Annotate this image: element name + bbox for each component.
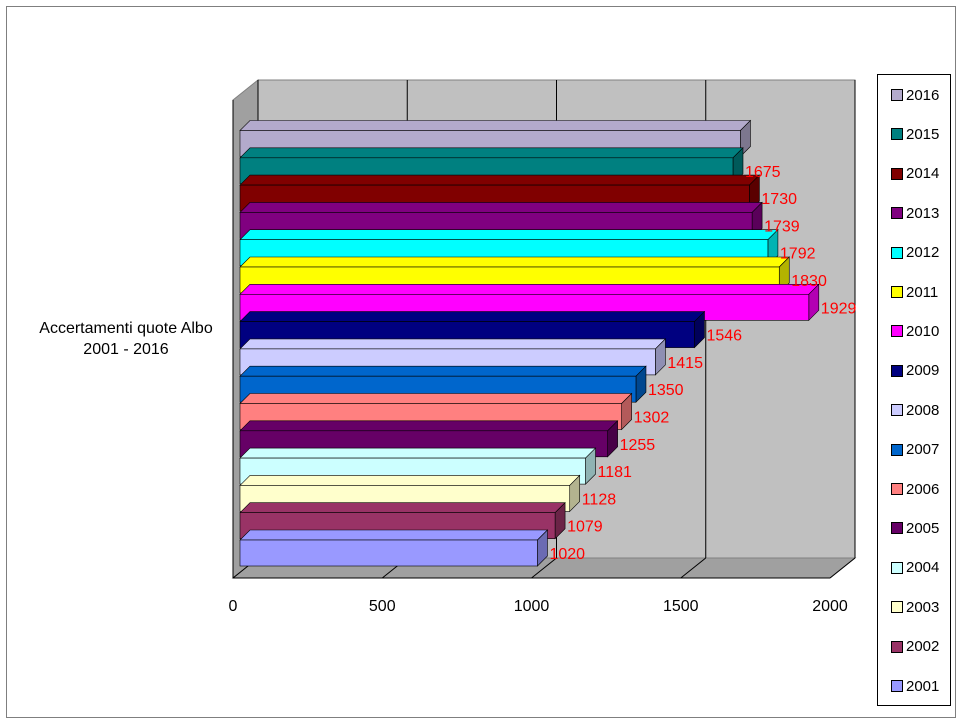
bar-2001: [239, 529, 549, 567]
bar-top: [239, 202, 763, 213]
x-tick-label: 500: [369, 598, 396, 615]
data-label-2011: 1830: [791, 273, 827, 290]
bar-top: [239, 283, 820, 295]
legend-label: 2011: [906, 283, 939, 301]
legend-label: 2007: [906, 441, 940, 459]
legend-swatch: [891, 167, 903, 180]
x-tick-label: 2000: [812, 598, 848, 615]
legend-swatch: [891, 207, 903, 220]
data-label-2004: 1181: [598, 464, 633, 481]
legend-swatch: [891, 364, 903, 377]
bar-top: [239, 311, 706, 322]
x-tick-label: 0: [229, 598, 238, 615]
legend-item-2007: 2007: [891, 441, 939, 459]
legend-label: 2006: [906, 480, 940, 498]
legend-swatch: [891, 561, 903, 574]
floor-gridline: [829, 557, 856, 579]
bar-2015: [239, 147, 744, 185]
data-label-2014: 1730: [761, 191, 797, 208]
bar-face: [239, 539, 538, 567]
legend-swatch: [891, 246, 903, 259]
legend-item-2003: 2003: [891, 598, 939, 616]
legend-label: 2013: [906, 204, 940, 222]
x-tick-label: 1500: [663, 598, 699, 615]
legend-item-2006: 2006: [891, 480, 939, 498]
legend-swatch: [891, 443, 903, 456]
data-label-2001: 1020: [549, 546, 585, 563]
data-label-2013: 1739: [764, 218, 800, 235]
legend-item-2015: 2015: [891, 125, 939, 143]
bar-top: [239, 256, 790, 268]
legend-label: 2009: [906, 362, 940, 380]
x-tick-labels: 0 500 1000 1500 2000: [229, 598, 848, 615]
legend-swatch: [891, 522, 903, 535]
legend-label: 2004: [906, 559, 940, 577]
chart-frame: [6, 6, 956, 718]
bar-top: [239, 502, 566, 514]
legend-item-2008: 2008: [891, 401, 939, 419]
legend-swatch: [891, 680, 903, 692]
legend: 2016 2015 2014 2013 2012 2011 2010 2009 2008 2007…: [877, 74, 951, 706]
bar-top: [239, 447, 597, 459]
legend-swatch: [891, 404, 903, 417]
bar-top: [239, 420, 619, 432]
legend-item-2014: 2014: [891, 165, 939, 183]
legend-label: 2005: [906, 519, 940, 537]
x-tick-label: 1000: [514, 598, 550, 615]
legend-label: 2010: [906, 322, 940, 340]
legend-label: 2003: [906, 598, 940, 616]
legend-swatch: [891, 286, 903, 298]
legend-item-2013: 2013: [891, 204, 939, 222]
bar-top: [239, 393, 633, 404]
legend-label: 2014: [906, 165, 940, 183]
legend-label: 2015: [906, 125, 940, 143]
legend-item-2016: 2016: [891, 86, 939, 104]
floor-gridline: [680, 557, 707, 579]
axes: [232, 100, 830, 579]
data-label-2008: 1415: [667, 355, 703, 372]
bar-top: [239, 338, 667, 350]
legend-swatch: [891, 128, 903, 141]
data-label-2003: 1128: [582, 491, 617, 508]
bar-top: [239, 120, 752, 131]
legend-item-2004: 2004: [891, 559, 939, 577]
legend-item-2005: 2005: [891, 519, 939, 537]
legend-label: 2016: [906, 86, 940, 104]
bar-top: [239, 529, 549, 541]
data-label-2015: 1675: [745, 164, 781, 181]
legend-label: 2002: [906, 638, 940, 656]
bar-top: [239, 229, 779, 240]
legend-item-2002: 2002: [891, 638, 939, 656]
legend-item-2009: 2009: [891, 362, 939, 380]
bar-top: [239, 365, 647, 377]
bar-top: [239, 174, 761, 186]
bars: [239, 119, 820, 567]
data-label-2009: 1546: [706, 328, 742, 345]
data-label-2005: 1255: [620, 437, 656, 454]
legend-swatch: [891, 89, 903, 101]
floor-gridline: [531, 557, 557, 579]
data-label-2007: 1350: [648, 382, 684, 399]
bar-top: [239, 147, 744, 159]
legend-label: 2012: [906, 244, 940, 262]
legend-label: 2001: [906, 677, 940, 695]
category-label: Accertamenti quote Albo 2001 - 2016: [39, 320, 213, 358]
legend-label: 2008: [906, 401, 940, 419]
data-label-2010: 1929: [821, 300, 857, 317]
legend-item-2010: 2010: [891, 322, 939, 340]
data-label-2006: 1302: [634, 410, 670, 427]
bar-top: [239, 475, 581, 486]
legend-swatch: [891, 483, 903, 495]
legend-swatch: [891, 601, 903, 614]
data-label-2012: 1792: [780, 246, 816, 263]
legend-item-2012: 2012: [891, 244, 939, 262]
legend-item-2001: 2001: [891, 677, 939, 695]
data-label-2002: 1079: [567, 519, 603, 536]
legend-swatch: [891, 640, 903, 653]
legend-swatch: [891, 325, 903, 338]
legend-item-2011: 2011: [891, 283, 938, 301]
